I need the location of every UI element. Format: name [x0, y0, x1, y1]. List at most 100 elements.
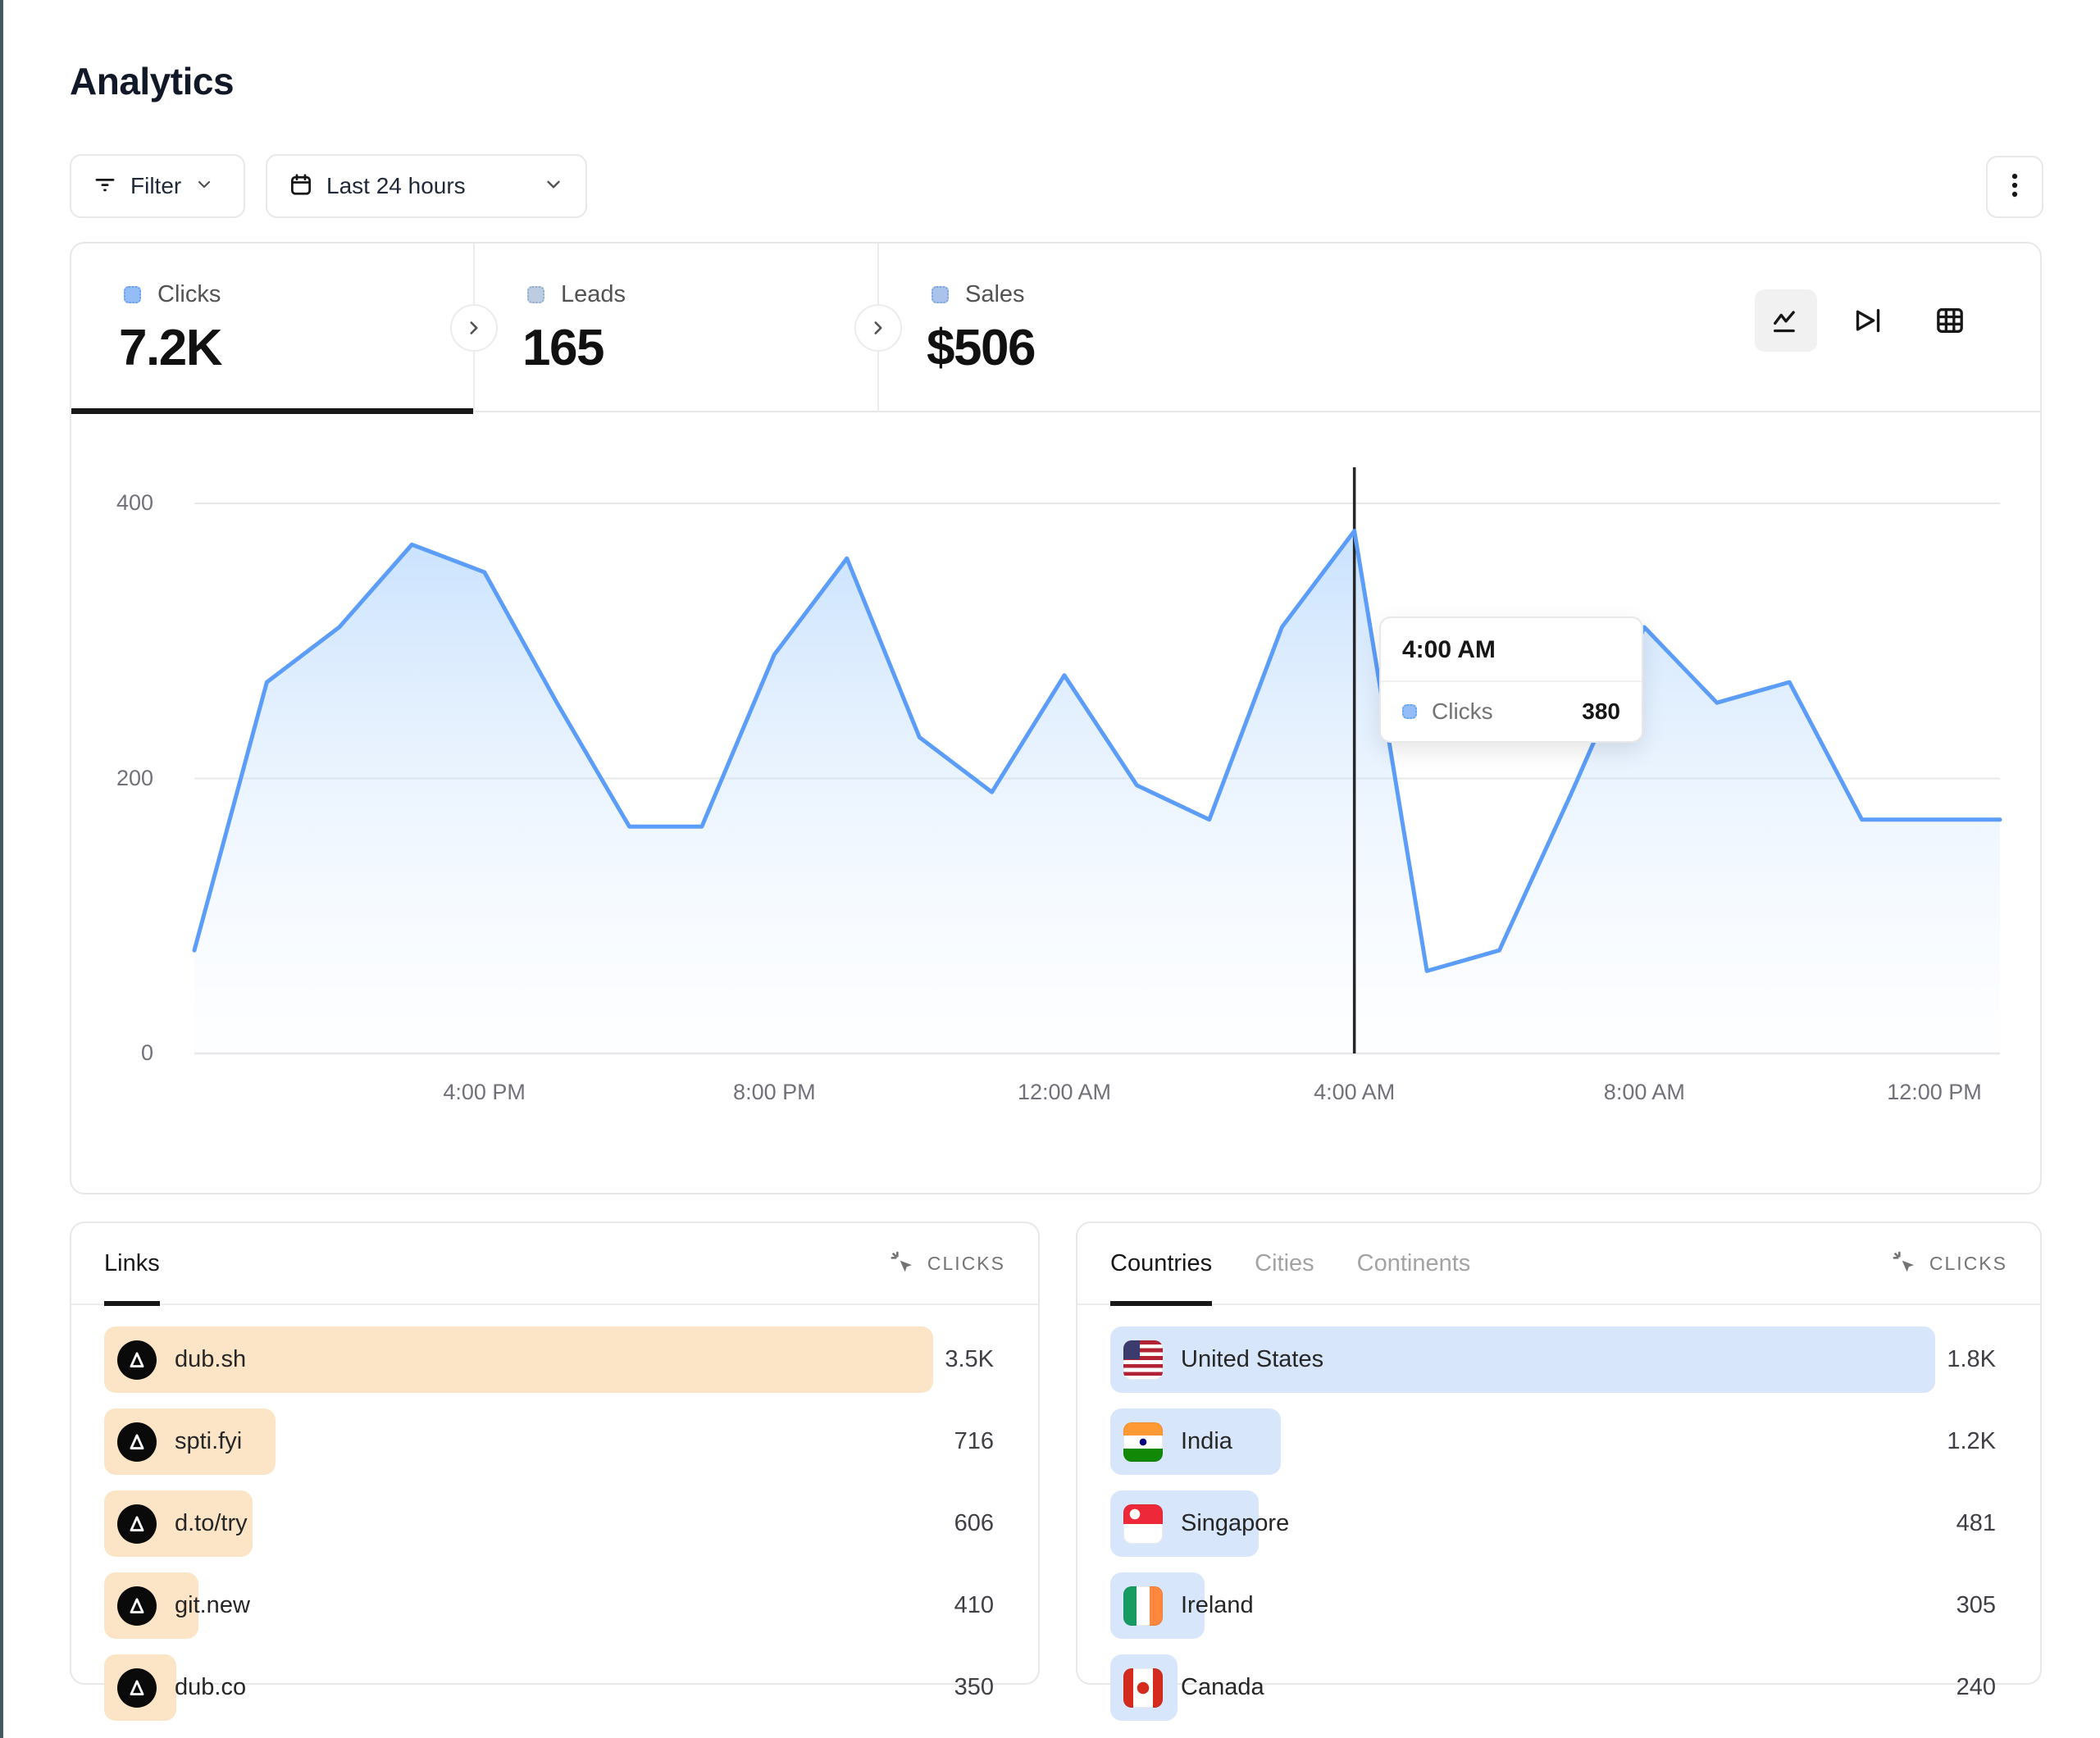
- tab-sales[interactable]: Sales $506: [877, 243, 2042, 412]
- tab-countries[interactable]: Countries: [1110, 1222, 1213, 1306]
- link-clicks-value: 410: [954, 1592, 994, 1618]
- line-chart-icon: [1774, 311, 1795, 333]
- country-row[interactable]: Canada 240: [1110, 1654, 2007, 1721]
- chevron-down-icon: [543, 174, 564, 199]
- filter-icon: [93, 172, 117, 201]
- x-axis-tick-label: 12:00 PM: [1887, 1080, 1982, 1104]
- clicks-value: 7.2K: [119, 320, 222, 376]
- link-row[interactable]: dub.sh 3.5K: [104, 1326, 1005, 1393]
- dub-logo: [117, 1340, 157, 1380]
- expand-leads-chevron-button[interactable]: [854, 304, 902, 352]
- country-clicks-value: 305: [1956, 1592, 1996, 1618]
- tab-continents[interactable]: Continents: [1357, 1222, 1471, 1304]
- funnel-chart-icon: [1856, 308, 1880, 333]
- y-axis-tick-label: 0: [140, 1040, 153, 1065]
- tab-clicks[interactable]: Clicks 7.2K: [71, 243, 473, 414]
- x-axis-tick-label: 8:00 PM: [733, 1080, 816, 1104]
- link-clicks-value: 350: [954, 1674, 994, 1700]
- date-range-button[interactable]: Last 24 hours: [266, 154, 587, 218]
- cities-tab-label: Cities: [1255, 1249, 1314, 1276]
- country-label: United States: [1181, 1346, 1324, 1372]
- link-clicks-value: 606: [954, 1510, 994, 1536]
- singapore-flag-icon: [1123, 1504, 1163, 1544]
- cursor-click-icon: [891, 1251, 912, 1272]
- link-row[interactable]: dub.co 350: [104, 1654, 1005, 1721]
- country-row[interactable]: Singapore 481: [1110, 1490, 2007, 1557]
- tab-links[interactable]: Links: [104, 1222, 160, 1306]
- cursor-click-icon: [1893, 1251, 1914, 1272]
- dub-logo: [117, 1422, 157, 1462]
- funnel-chart-view-button[interactable]: [1837, 289, 1899, 352]
- calendar-icon: [289, 172, 313, 201]
- country-clicks-value: 481: [1956, 1510, 1996, 1536]
- link-label: spti.fyi: [175, 1428, 243, 1454]
- clicks-time-series-chart[interactable]: 0 200 400 4:00 PM 8:00 PM 12:00 AM 4:00 AM 8:0…: [116, 461, 2002, 1104]
- table-view-button[interactable]: [1919, 289, 1981, 352]
- chart-type-switcher: [1755, 289, 1981, 352]
- country-row[interactable]: Ireland 305: [1110, 1572, 2007, 1639]
- line-chart-view-button[interactable]: [1755, 289, 1817, 352]
- expand-clicks-chevron-button[interactable]: [450, 304, 498, 352]
- link-row[interactable]: spti.fyi 716: [104, 1408, 1005, 1475]
- clicks-legend-icon: [124, 286, 141, 303]
- link-clicks-value: 716: [954, 1428, 994, 1454]
- country-label: Ireland: [1181, 1592, 1254, 1618]
- filter-button[interactable]: Filter: [70, 154, 245, 218]
- more-options-button[interactable]: [1986, 156, 2043, 218]
- sales-legend-icon: [932, 286, 949, 303]
- tooltip-time: 4:00 AM: [1381, 618, 1642, 682]
- tab-cities[interactable]: Cities: [1255, 1222, 1314, 1304]
- kebab-menu-icon: [2002, 171, 2027, 203]
- filter-button-label: Filter: [130, 173, 182, 198]
- india-flag-icon: [1123, 1422, 1163, 1462]
- countries-tab-label: Countries: [1110, 1249, 1213, 1276]
- x-axis-tick-label: 4:00 PM: [443, 1080, 526, 1104]
- link-label: dub.co: [175, 1674, 247, 1700]
- y-axis-tick-label: 400: [116, 490, 153, 515]
- analytics-chart-card: Clicks 7.2K Leads 165 Sales $506: [70, 242, 2042, 1194]
- us-flag-icon: [1123, 1340, 1163, 1380]
- dub-logo: [117, 1667, 157, 1708]
- clicks-legend-icon: [1402, 704, 1417, 719]
- metric-label: Leads: [561, 281, 626, 307]
- tooltip-value: 380: [1582, 698, 1620, 724]
- metric-key-label: CLICKS: [927, 1252, 1005, 1274]
- country-bar: [1110, 1326, 1936, 1393]
- canada-flag-icon: [1123, 1667, 1163, 1708]
- date-range-label: Last 24 hours: [326, 173, 466, 198]
- leads-value: 165: [522, 320, 604, 376]
- tab-leads[interactable]: Leads 165: [473, 243, 877, 412]
- country-row[interactable]: India 1.2K: [1110, 1408, 2007, 1475]
- links-tab-label: Links: [104, 1249, 160, 1276]
- window-edge-strip: [0, 0, 3, 1738]
- link-row[interactable]: git.new 410: [104, 1572, 1005, 1639]
- active-tab-indicator: [71, 408, 473, 414]
- dub-logo: [117, 1586, 157, 1626]
- chevron-right-icon: [874, 321, 882, 334]
- link-label: git.new: [175, 1592, 250, 1618]
- links-panel: Links CLICKS dub.sh 3.5K spti.fyi: [70, 1222, 1040, 1721]
- ireland-flag-icon: [1123, 1586, 1163, 1626]
- countries-panel: Countries Cities Continents CLICKS Unite…: [1076, 1222, 2042, 1721]
- metric-label: Clicks: [157, 281, 221, 307]
- metric-key-label: CLICKS: [1929, 1252, 2007, 1274]
- chevron-down-icon: [194, 175, 214, 198]
- continents-tab-label: Continents: [1356, 1249, 1471, 1276]
- country-clicks-value: 1.8K: [1947, 1346, 1996, 1372]
- tooltip-series-label: Clicks: [1432, 698, 1493, 724]
- chart-tooltip: 4:00 AM Clicks 380: [1379, 616, 1643, 743]
- country-label: India: [1181, 1428, 1232, 1454]
- x-axis-tick-label: 4:00 AM: [1314, 1080, 1396, 1104]
- table-view-icon: [1937, 308, 1963, 333]
- country-row[interactable]: United States 1.8K: [1110, 1326, 2007, 1393]
- link-label: dub.sh: [175, 1346, 247, 1372]
- chevron-right-icon: [470, 321, 478, 334]
- metric-tabs-row: Clicks 7.2K Leads 165 Sales $506: [71, 243, 2042, 414]
- link-row[interactable]: d.to/try 606: [104, 1490, 1005, 1557]
- x-axis-tick-label: 8:00 AM: [1603, 1080, 1685, 1104]
- link-bar: [104, 1326, 934, 1393]
- panel-metric-key[interactable]: CLICKS: [1892, 1250, 2007, 1276]
- panel-metric-key[interactable]: CLICKS: [890, 1250, 1005, 1276]
- country-label: Singapore: [1181, 1510, 1290, 1536]
